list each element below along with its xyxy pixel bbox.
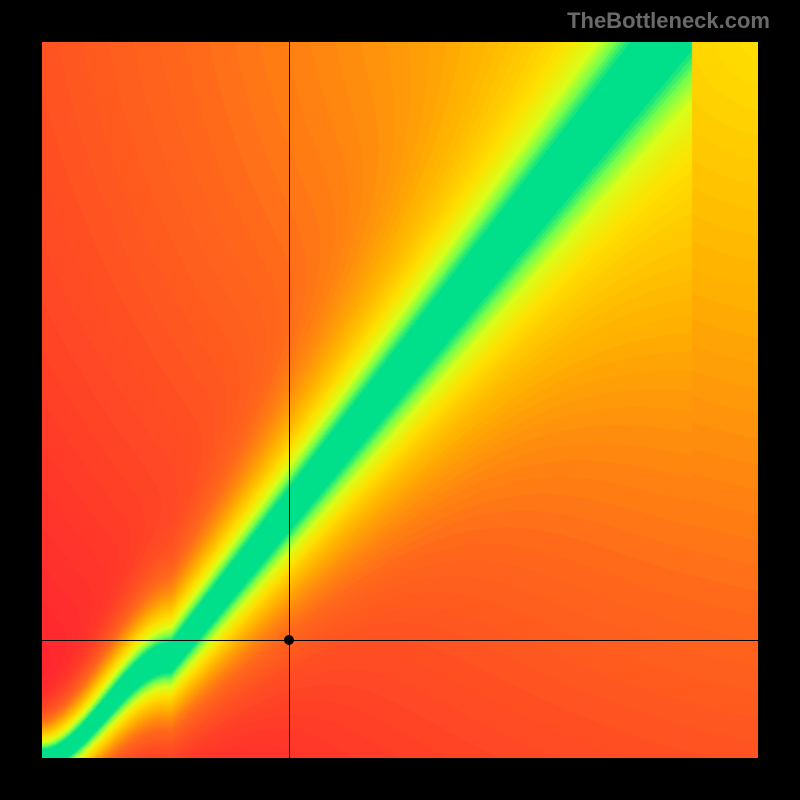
heatmap-plot-area bbox=[42, 42, 758, 758]
heatmap-canvas bbox=[42, 42, 758, 758]
watermark-text: TheBottleneck.com bbox=[567, 8, 770, 34]
